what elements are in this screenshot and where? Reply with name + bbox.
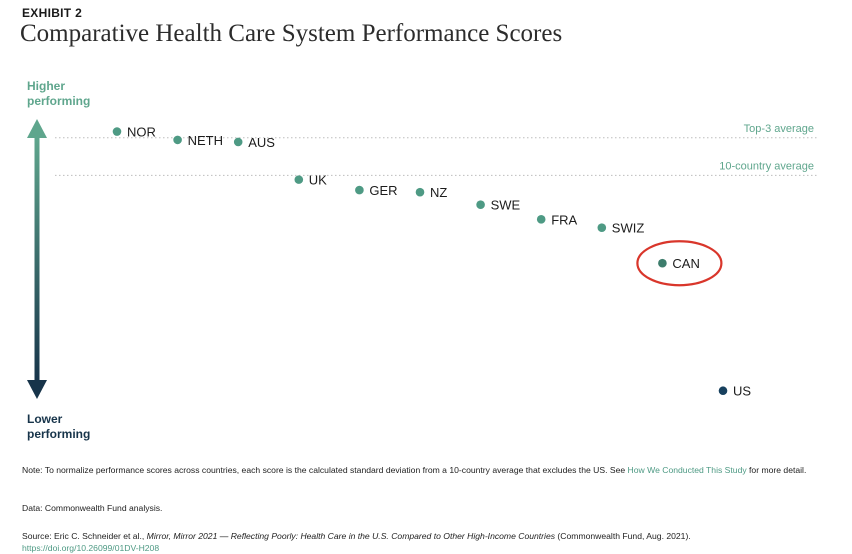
point-label-nz: NZ xyxy=(430,185,447,200)
exhibit-label: EXHIBIT 2 xyxy=(22,6,83,20)
methodology-link[interactable]: How We Conducted This Study xyxy=(627,465,747,475)
reference-label-0: Top-3 average xyxy=(744,123,814,135)
point-label-fra: FRA xyxy=(551,212,577,227)
point-fra xyxy=(536,215,546,224)
point-us xyxy=(718,386,728,396)
point-label-us: US xyxy=(733,384,751,399)
point-uk xyxy=(294,175,304,184)
lower-performing-label: Lower performing xyxy=(27,412,91,441)
note-suffix: for more detail. xyxy=(746,465,807,475)
point-ger xyxy=(355,185,364,195)
arrow-shaft xyxy=(34,136,40,382)
point-swe xyxy=(476,200,485,209)
doi-line: https://doi.org/10.26099/01DV-H208 xyxy=(22,542,812,554)
source-suffix: (Commonwealth Fund, Aug. 2021). xyxy=(555,531,691,541)
source-citation: Source: Eric C. Schneider et al., Mirror… xyxy=(22,530,812,542)
source-prefix: Source: Eric C. Schneider et al., xyxy=(22,531,147,541)
doi-link[interactable]: https://doi.org/10.26099/01DV-H208 xyxy=(22,543,160,553)
note-prefix: Note: To normalize performance scores ac… xyxy=(22,465,628,475)
chart-title: Comparative Health Care System Performan… xyxy=(20,20,563,47)
point-can xyxy=(658,258,667,268)
point-aus xyxy=(233,137,243,147)
scatter-chart: Top-3 average 10-country average NOR NETH A… xyxy=(27,119,818,399)
point-label-aus: AUS xyxy=(248,135,275,150)
point-nz xyxy=(415,187,425,197)
point-label-nor: NOR xyxy=(127,125,156,140)
point-label-swiz: SWIZ xyxy=(612,221,645,236)
point-swiz xyxy=(597,223,607,232)
higher-performing-label: Higher performing xyxy=(27,79,91,108)
point-neth xyxy=(173,135,182,145)
highlight-ring xyxy=(636,240,723,287)
point-label-neth: NETH xyxy=(188,133,223,148)
point-label-uk: UK xyxy=(309,173,327,188)
point-label-ger: GER xyxy=(369,183,397,198)
reference-label-1: 10-country average xyxy=(719,160,814,172)
point-nor xyxy=(112,127,122,136)
note-text: Note: To normalize performance scores ac… xyxy=(22,464,812,476)
data-source-text: Data: Commonwealth Fund analysis. xyxy=(22,503,163,513)
arrow-down-head xyxy=(27,380,47,399)
point-label-swe: SWE xyxy=(491,198,521,213)
arrow-up-head xyxy=(27,119,47,138)
point-label-can: CAN xyxy=(672,256,699,271)
source-title: Mirror, Mirror 2021 — Reflecting Poorly:… xyxy=(146,531,556,541)
